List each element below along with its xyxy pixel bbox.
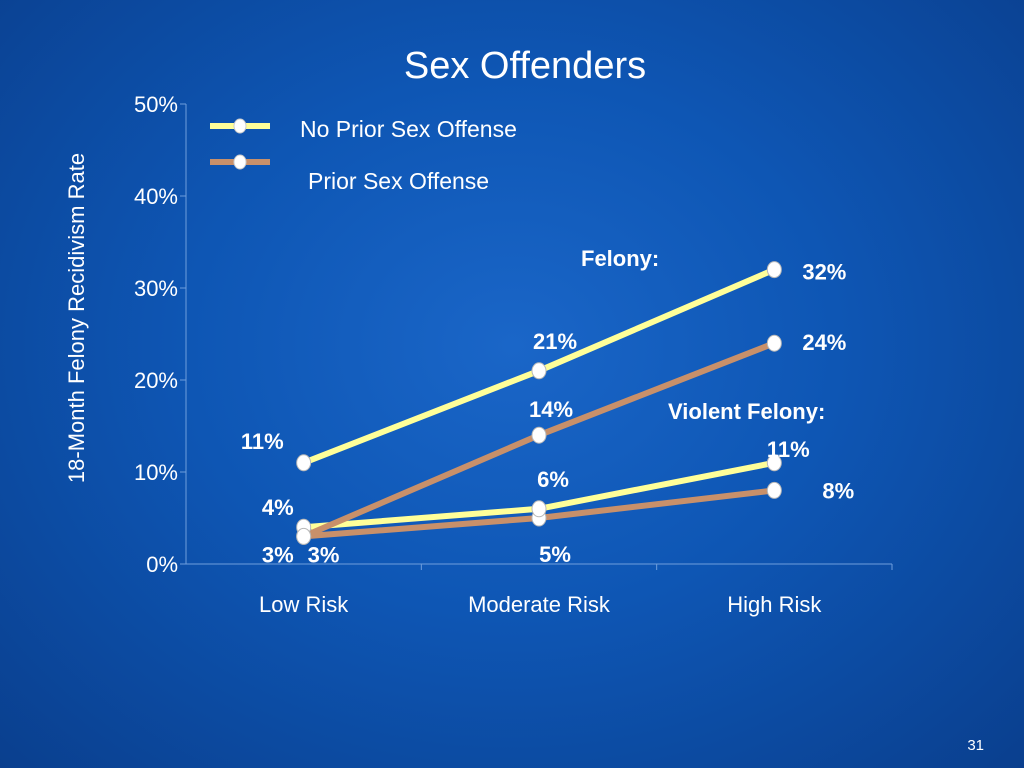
- data-label: 24%: [802, 330, 846, 355]
- y-tick-label: 50%: [134, 92, 178, 117]
- series-layer: [296, 261, 782, 545]
- data-point: [766, 481, 782, 499]
- data-label: 4%: [262, 495, 294, 520]
- data-label: 21%: [533, 329, 577, 354]
- data-label: 3%: [308, 542, 340, 567]
- y-axis-label: 18-Month Felony Recidivism Rate: [64, 153, 89, 483]
- data-label: 14%: [529, 397, 573, 422]
- y-tick-label: 20%: [134, 368, 178, 393]
- x-tick-label: Low Risk: [259, 592, 349, 617]
- data-point: [531, 362, 547, 380]
- y-tick-label: 30%: [134, 276, 178, 301]
- legend-marker: [233, 118, 247, 134]
- data-point: [766, 334, 782, 352]
- x-tick-label: High Risk: [727, 592, 822, 617]
- annotation-felony: Felony:: [581, 246, 659, 271]
- page-number: 31: [967, 737, 984, 754]
- data-labels: 11% 21% 32% 3% 14% 24% 4% 6% 11% 3% 5% 8%: [241, 260, 854, 568]
- legend-marker: [233, 154, 247, 170]
- annotation-violent-felony: Violent Felony:: [668, 399, 825, 424]
- data-point: [296, 527, 312, 545]
- data-label: 8%: [822, 478, 854, 503]
- data-label: 11%: [241, 429, 284, 454]
- y-tick-label: 0%: [146, 552, 178, 577]
- x-tick-label: Moderate Risk: [468, 592, 611, 617]
- data-label: 6%: [537, 467, 569, 492]
- legend-label: Prior Sex Offense: [308, 168, 489, 194]
- y-tick-label: 40%: [134, 184, 178, 209]
- data-label: 11%: [767, 437, 810, 462]
- data-point: [296, 454, 312, 472]
- legend-label: No Prior Sex Offense: [300, 116, 517, 142]
- data-point: [766, 454, 782, 472]
- legend: No Prior Sex Offense Prior Sex Offense: [210, 116, 517, 194]
- data-point: [531, 500, 547, 518]
- data-label: 3%: [262, 542, 294, 567]
- data-point: [766, 261, 782, 279]
- data-point: [531, 426, 547, 444]
- data-label: 5%: [539, 542, 571, 567]
- chart-title: Sex Offenders: [404, 45, 646, 87]
- axes: 0% 10% 20% 30% 40% 50% Low Risk Moderate Risk Hi…: [134, 92, 893, 617]
- data-label: 32%: [802, 260, 846, 285]
- y-tick-label: 10%: [134, 460, 178, 485]
